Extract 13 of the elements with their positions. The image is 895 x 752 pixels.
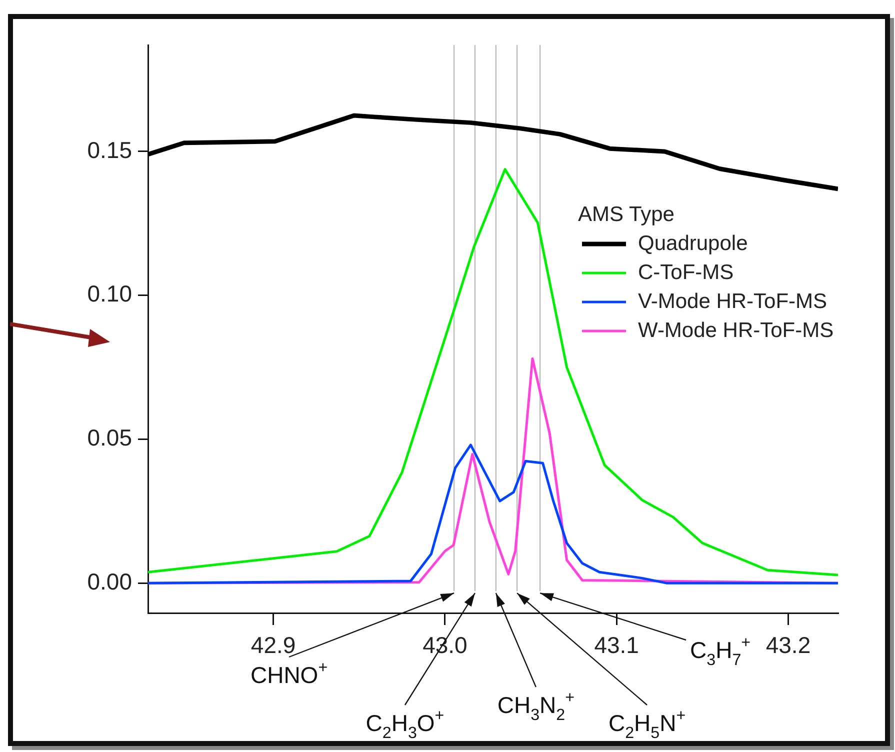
legend-label: V-Mode HR-ToF-MS [638, 290, 828, 313]
legend-label: C-ToF-MS [638, 260, 734, 284]
y-tick-label: 0.05 [87, 424, 132, 451]
legend-label: Quadrupole [638, 232, 748, 255]
x-tick-label: 42.9 [250, 632, 296, 658]
y-tick-label: 0.10 [87, 280, 132, 307]
legend-label: W-Mode HR-ToF-MS [638, 318, 834, 342]
y-tick-label: 0.15 [87, 136, 132, 163]
legend-title: AMS Type [578, 202, 674, 226]
y-tick-label: 0.00 [87, 568, 132, 594]
x-tick-label: 43.2 [766, 632, 811, 658]
x-tick-label: 43.1 [594, 632, 639, 658]
ref-line-label: CHNO+ [250, 658, 328, 688]
